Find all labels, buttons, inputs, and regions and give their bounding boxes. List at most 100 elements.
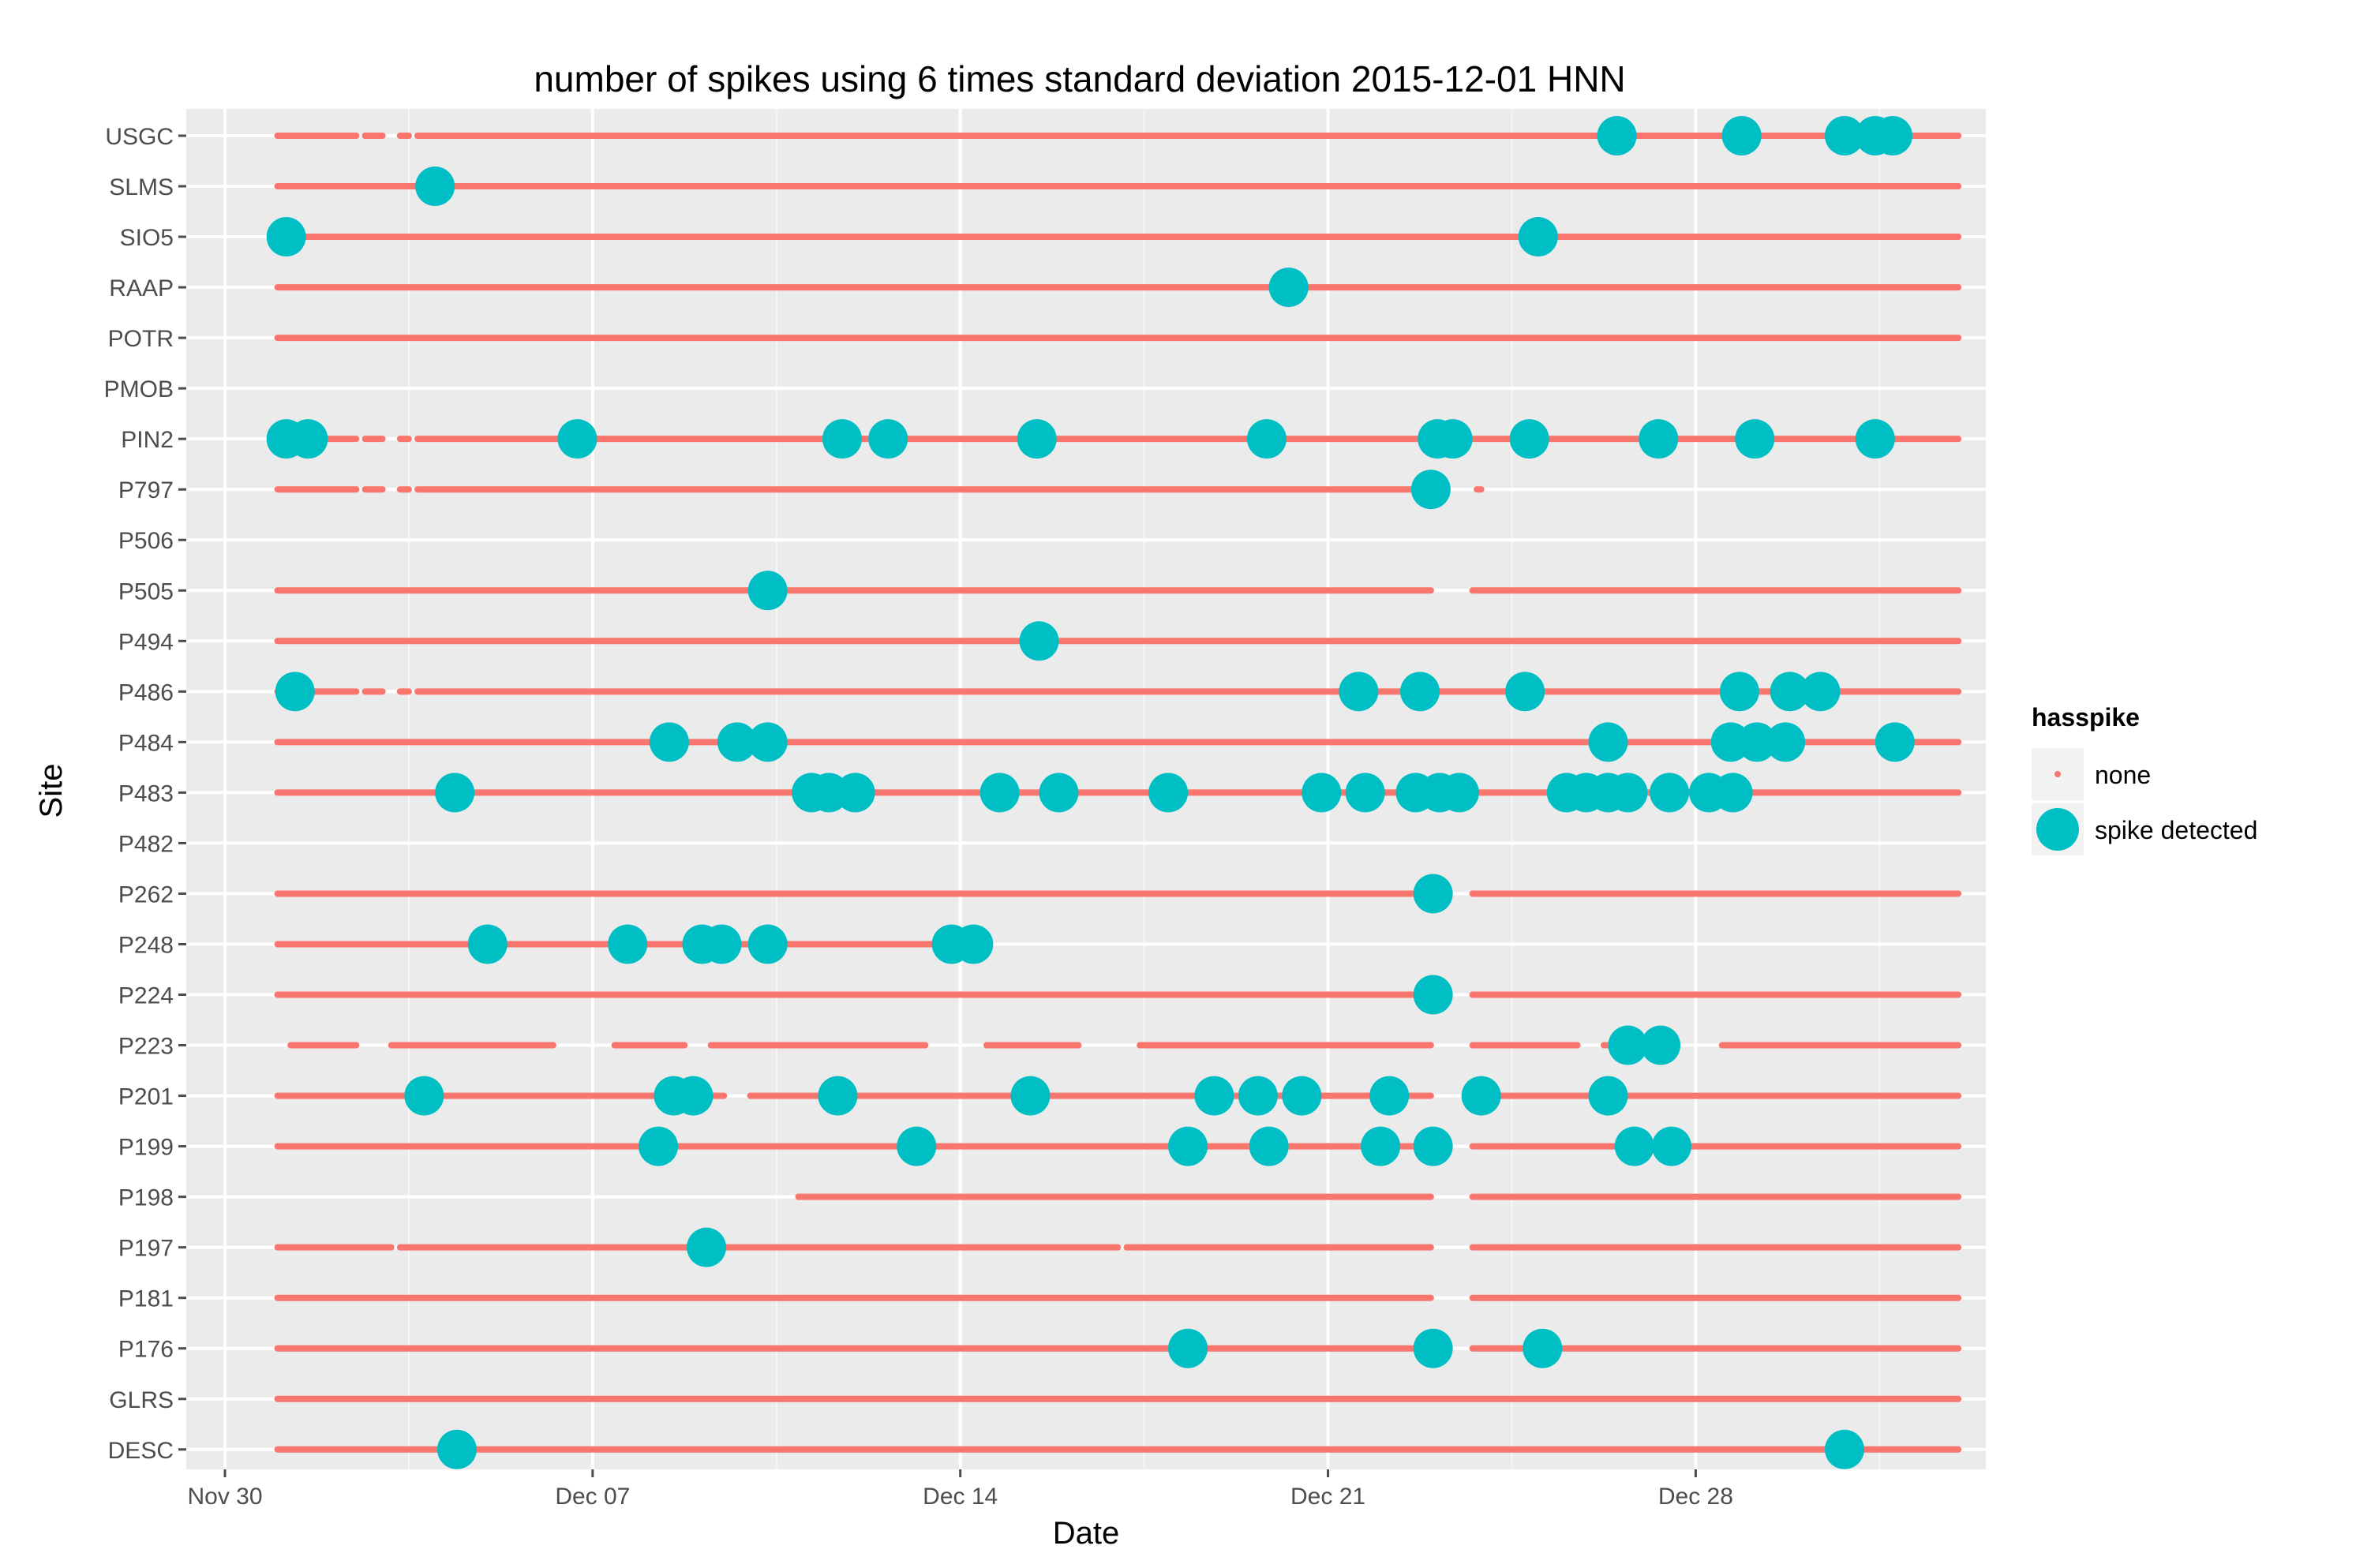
spike-point xyxy=(275,672,315,712)
spike-point xyxy=(747,924,788,964)
spike-point xyxy=(1872,116,1912,155)
y-tick-label: P505 xyxy=(118,578,174,604)
spike-point xyxy=(1509,419,1549,459)
spike-point xyxy=(467,924,508,964)
spike-point xyxy=(1361,1126,1401,1166)
spike-point xyxy=(1875,722,1915,762)
spike-point xyxy=(288,419,328,459)
spike-point xyxy=(1523,1328,1563,1368)
y-tick-label: P484 xyxy=(118,730,174,756)
spike-point xyxy=(1439,773,1479,813)
spike-point xyxy=(1413,975,1453,1015)
spike-point xyxy=(1413,874,1453,914)
spike-point xyxy=(1413,1126,1453,1166)
spike-point xyxy=(1608,773,1648,813)
y-tick-label: P486 xyxy=(118,679,174,705)
x-axis-title: Date xyxy=(1053,1516,1120,1551)
spike-point xyxy=(1505,672,1545,712)
x-tick-label: Dec 07 xyxy=(555,1484,630,1510)
y-tick-label: P199 xyxy=(118,1135,174,1161)
y-tick-label: PIN2 xyxy=(121,427,174,453)
y-tick-label: P201 xyxy=(118,1084,174,1110)
spike-point xyxy=(1721,116,1762,155)
y-axis-title: Site xyxy=(34,764,69,818)
spike-point xyxy=(1282,1076,1322,1116)
spike-point xyxy=(1249,1126,1289,1166)
y-tick-label: PMOB xyxy=(104,376,174,402)
spike-point xyxy=(1770,672,1810,712)
y-tick-label: P224 xyxy=(118,983,174,1009)
spike-point xyxy=(747,722,788,762)
spike-point xyxy=(953,924,994,964)
y-tick-label: USGC xyxy=(105,124,174,150)
spike-point xyxy=(1400,672,1440,712)
y-tick-label: P181 xyxy=(118,1286,174,1312)
spike-point xyxy=(1246,419,1287,459)
spike-point xyxy=(415,167,455,207)
spike-point xyxy=(1168,1328,1208,1368)
spike-point xyxy=(1735,419,1775,459)
y-tick-label: SLMS xyxy=(109,174,174,200)
spike-point xyxy=(266,217,306,257)
spike-point xyxy=(1650,773,1690,813)
spike-point xyxy=(818,1076,858,1116)
spike-point xyxy=(1238,1076,1278,1116)
spike-point xyxy=(436,1429,477,1469)
spike-point xyxy=(1713,773,1753,813)
y-tick-label: RAAP xyxy=(109,275,174,301)
spike-point xyxy=(1268,268,1309,308)
spike-point xyxy=(557,419,597,459)
y-tick-label: P494 xyxy=(118,629,174,655)
spike-point xyxy=(673,1076,714,1116)
spike-point xyxy=(1766,722,1806,762)
spike-point xyxy=(608,924,648,964)
spike-point xyxy=(717,722,757,762)
y-tick-label: P198 xyxy=(118,1185,174,1211)
x-tick-label: Dec 14 xyxy=(923,1484,998,1510)
spike-point xyxy=(1039,773,1079,813)
x-tick-label: Nov 30 xyxy=(187,1484,262,1510)
spike-point xyxy=(1588,722,1628,762)
y-tick-label: P197 xyxy=(118,1236,174,1262)
chart-title: number of spikes using 6 times standard … xyxy=(534,58,1625,99)
spike-point xyxy=(1597,116,1637,155)
y-tick-label: GLRS xyxy=(109,1387,174,1413)
legend-key-none-dot xyxy=(2054,771,2061,777)
spike-point xyxy=(1641,1025,1681,1065)
y-tick-label: SIO5 xyxy=(120,225,174,251)
spike-point xyxy=(1302,773,1342,813)
spike-point xyxy=(1010,1076,1051,1116)
spike-point xyxy=(1719,672,1759,712)
x-axis: Nov 30 Dec 07 Dec 14 Dec 21 Dec 28 xyxy=(187,1469,1733,1510)
legend-label-spike: spike detected xyxy=(2095,816,2257,844)
spike-point xyxy=(1639,419,1679,459)
spike-point xyxy=(1019,621,1059,661)
y-tick-label: P176 xyxy=(118,1337,174,1363)
spike-point xyxy=(1410,470,1451,510)
spike-point xyxy=(649,722,689,762)
y-tick-label: P223 xyxy=(118,1034,174,1060)
spike-point xyxy=(868,419,908,459)
spike-point xyxy=(897,1126,937,1166)
spike-point xyxy=(639,1126,679,1166)
spike-point xyxy=(1433,419,1473,459)
spike-point xyxy=(747,571,788,611)
spike-point xyxy=(1413,1328,1453,1368)
spike-point xyxy=(1855,419,1895,459)
spike-point xyxy=(687,1227,727,1267)
spike-point xyxy=(1824,116,1864,155)
spike-point xyxy=(1194,1076,1234,1116)
spike-point xyxy=(1339,672,1379,712)
spike-point xyxy=(1737,722,1777,762)
legend-title: hasspike xyxy=(2032,703,2140,732)
y-tick-label: POTR xyxy=(108,326,174,352)
spike-point xyxy=(435,773,475,813)
legend: hasspike none spike detected xyxy=(2032,703,2257,855)
spike-point xyxy=(1148,773,1189,813)
spike-point xyxy=(1608,1025,1648,1065)
y-tick-label: P248 xyxy=(118,932,174,958)
y-tick-label: P262 xyxy=(118,881,174,907)
x-tick-label: Dec 28 xyxy=(1658,1484,1733,1510)
spike-point xyxy=(822,419,862,459)
